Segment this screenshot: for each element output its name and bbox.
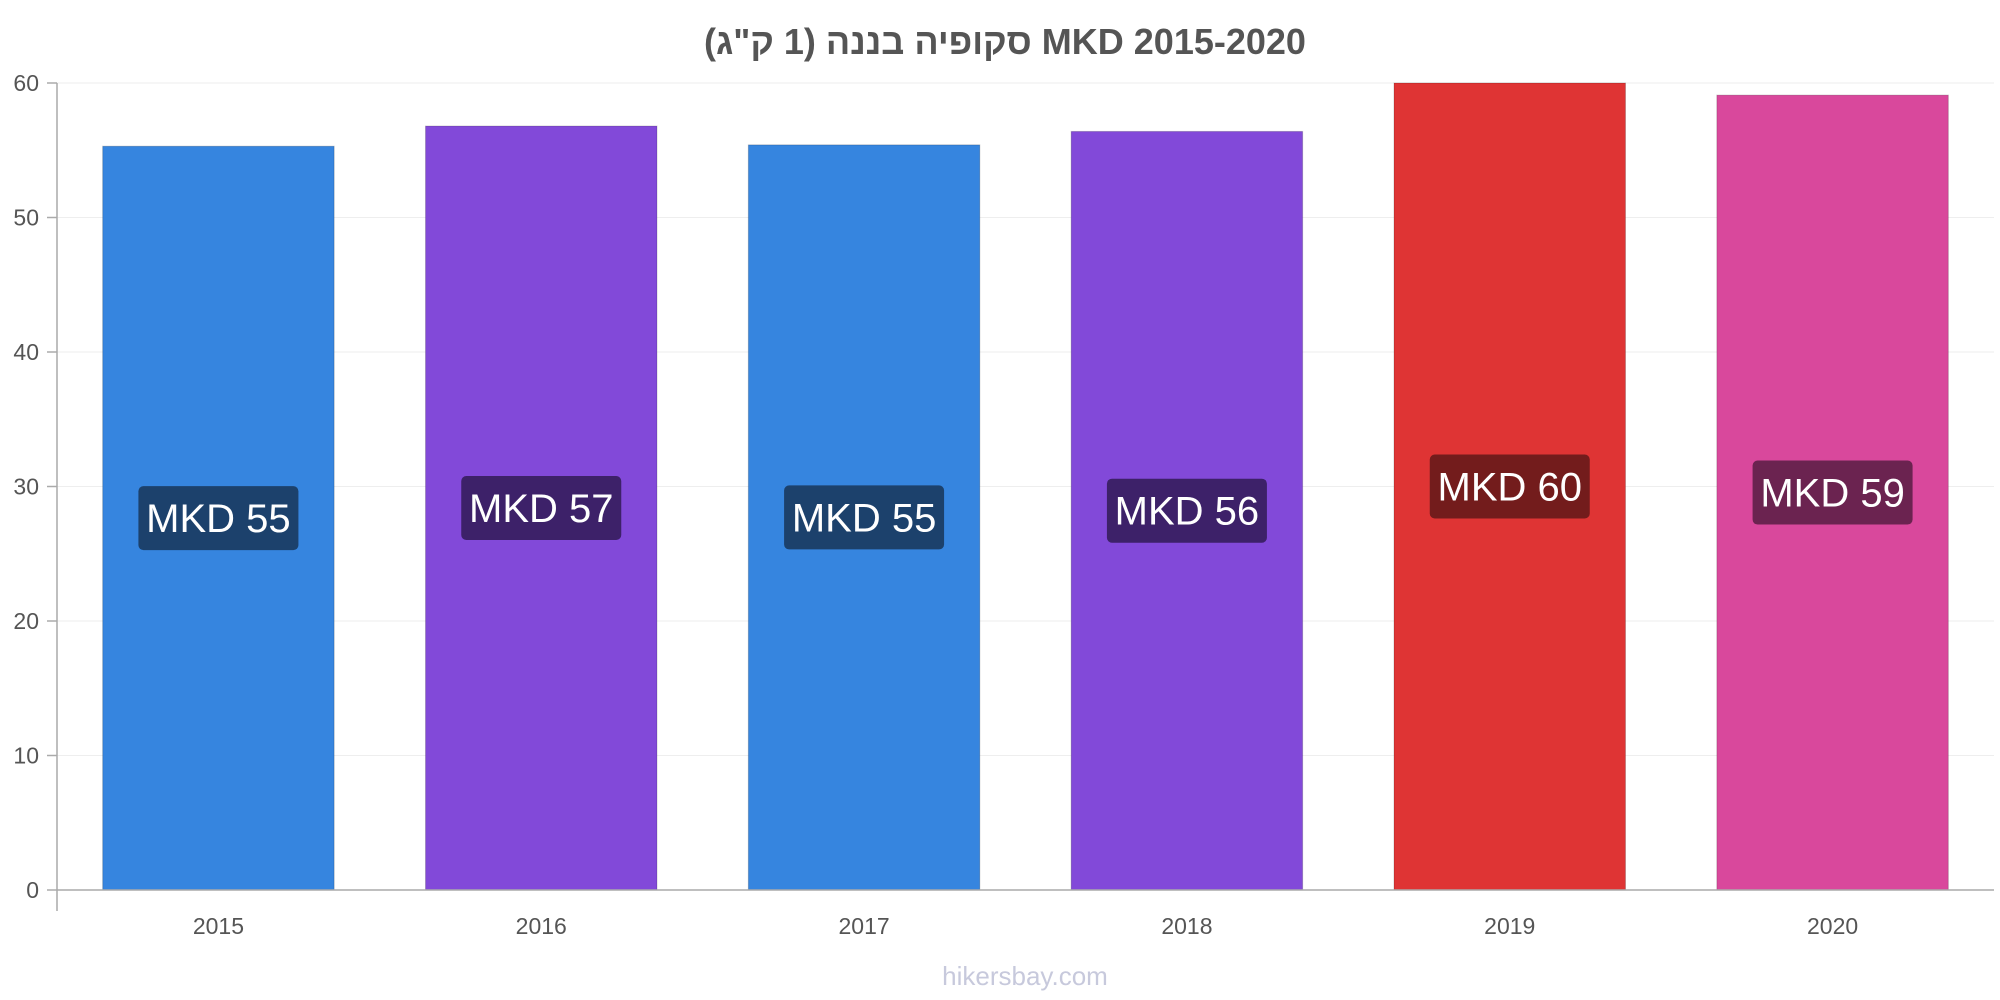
y-tick-label: 20 (13, 608, 39, 634)
y-tick-label: 0 (26, 877, 39, 903)
x-tick-label: 2015 (193, 913, 244, 939)
data-label-background (784, 485, 945, 550)
y-tick-label: 50 (13, 205, 39, 231)
data-labels: MKD 55 MKD 57 MKD 55 MKD 56 MKD 60 MKD 59 (138, 454, 1913, 551)
y-tick-label: 60 (13, 70, 39, 96)
y-tick-label: 10 (13, 743, 39, 769)
data-label: MKD 56 (1115, 490, 1260, 534)
y-tick-label: 40 (13, 339, 39, 365)
x-tick-label: 2016 (516, 913, 567, 939)
axis-ticks: 0 10 20 30 40 50 60 2015 2016 2017 2018 2019 2020 (13, 70, 1858, 939)
data-label-background (138, 486, 299, 551)
data-label: MKD 55 (792, 496, 937, 540)
data-label: MKD 57 (469, 487, 614, 531)
watermark: hikersbay.com (942, 961, 1108, 991)
data-label-background (1106, 478, 1267, 543)
data-label: MKD 55 (146, 497, 291, 541)
x-tick-label: 2017 (838, 913, 889, 939)
data-label: MKD 59 (1760, 472, 1905, 516)
axes (56, 83, 1994, 911)
data-label: MKD 60 (1438, 466, 1583, 510)
data-label-background (1429, 454, 1590, 519)
data-label-background (1752, 460, 1913, 525)
gridlines (57, 82, 1994, 756)
y-tick-label: 30 (13, 474, 39, 500)
x-tick-label: 2020 (1807, 913, 1858, 939)
data-label-background (461, 476, 622, 541)
x-tick-label: 2018 (1161, 913, 1212, 939)
chart-title: סקופיה בננה (1 ק"ג) MKD 2015-2020 (704, 21, 1306, 62)
x-tick-label: 2019 (1484, 913, 1535, 939)
